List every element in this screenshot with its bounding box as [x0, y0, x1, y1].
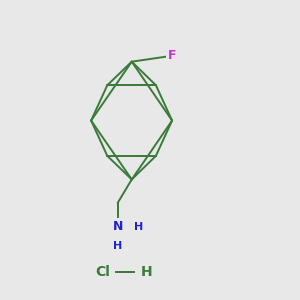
Text: N: N: [112, 220, 123, 233]
Text: H: H: [141, 265, 153, 279]
Text: H: H: [113, 241, 122, 251]
Text: H: H: [134, 222, 143, 232]
Text: F: F: [168, 49, 176, 62]
Text: Cl: Cl: [95, 265, 110, 279]
